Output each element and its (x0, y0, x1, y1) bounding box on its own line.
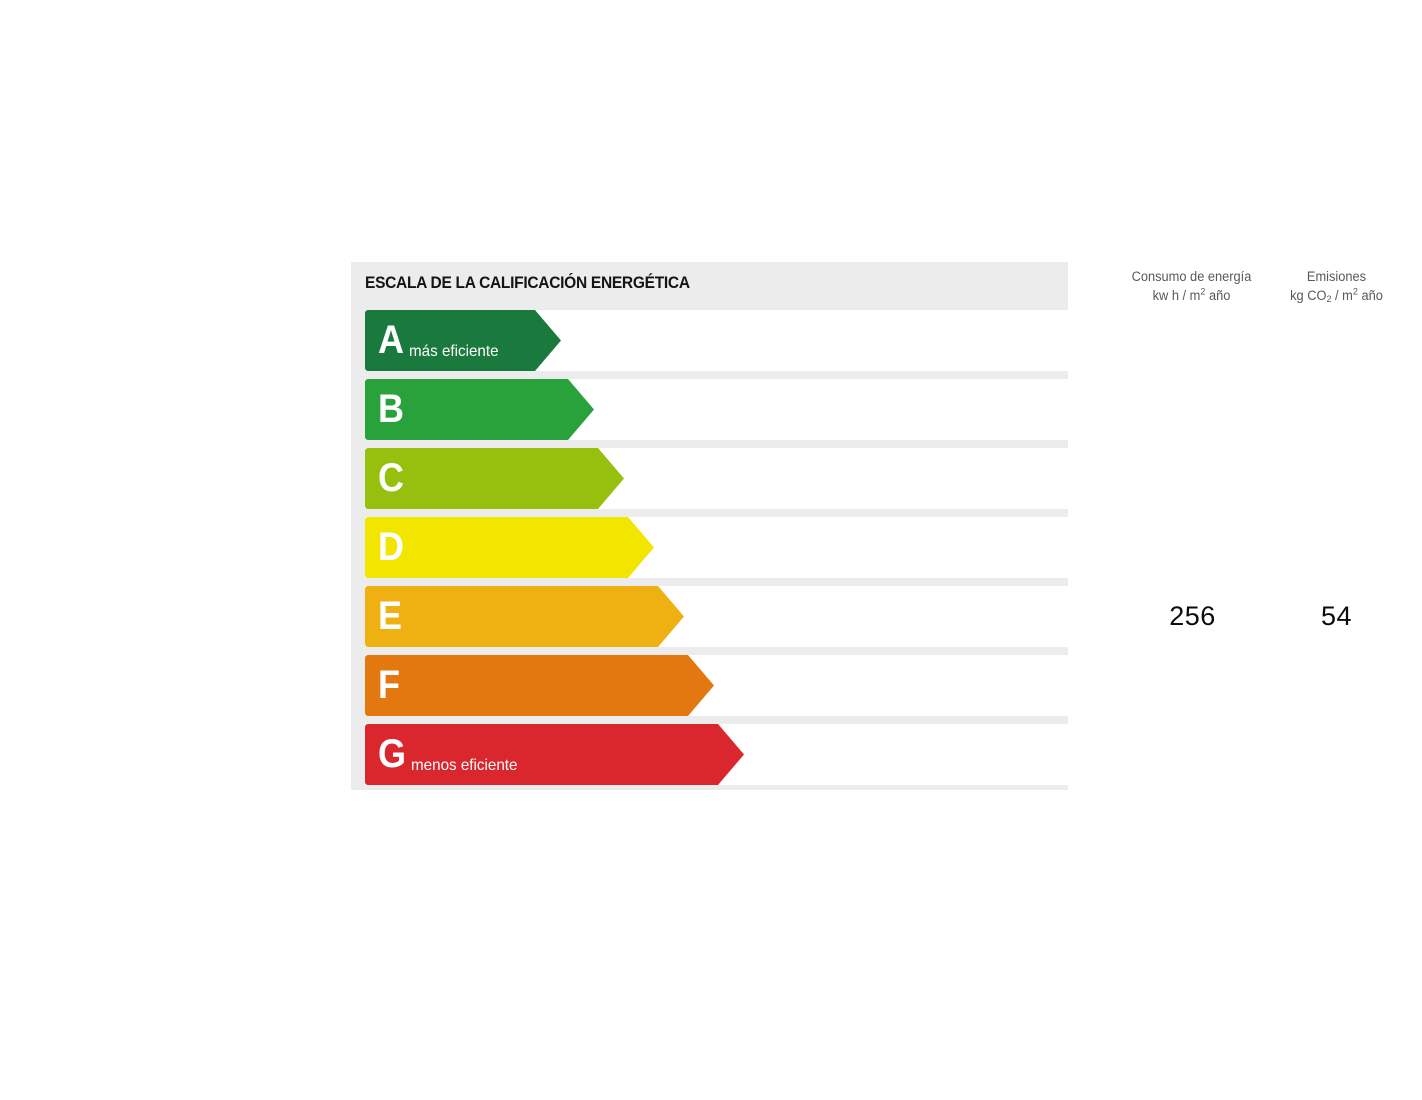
energy-cell-b (1122, 379, 1263, 440)
emissions-unit-exponent: 2 (1352, 286, 1358, 298)
energy-unit-suffix: año (1205, 288, 1231, 303)
label-header: ESCALA DE LA CALIFICACIÓN ENERGÉTICA Con… (351, 262, 1383, 310)
rating-note-g: menos eficiente (411, 757, 518, 774)
rating-row-c: C (351, 448, 1407, 509)
emissions-unit-subscript: 2 (1326, 294, 1332, 305)
emissions-cell-a (1266, 310, 1407, 371)
energy-cell-d (1122, 517, 1263, 578)
column-header-energy-consumption: Consumo de energía kw h / m2 año (1123, 267, 1261, 305)
rating-bar-e[interactable]: E (365, 586, 684, 647)
emissions-cell-f (1266, 655, 1407, 716)
column-header-emissions-line1: Emisiones (1306, 269, 1367, 284)
energy-cell-e (1122, 586, 1263, 647)
rating-row-b: B (351, 379, 1407, 440)
rating-letter-b: B (378, 386, 404, 431)
page-title: ESCALA DE LA CALIFICACIÓN ENERGÉTICA (365, 274, 690, 292)
rating-row-f: F (351, 655, 1407, 716)
rating-letter-g: G (378, 731, 406, 776)
emissions-cell-b (1266, 379, 1407, 440)
energy-cell-a (1122, 310, 1263, 371)
rating-bar-b[interactable]: B (365, 379, 594, 440)
emissions-unit-mid: / m (1331, 288, 1353, 303)
rating-row-e: E 256 54 (351, 586, 1407, 647)
energy-cell-g (1122, 724, 1263, 785)
column-header-energy-line1: Consumo de energía (1131, 269, 1252, 284)
column-header-emissions-line2: kg CO2 / m2 año (1268, 286, 1406, 305)
rating-bar-f[interactable]: F (365, 655, 714, 716)
emissions-unit-prefix: kg CO (1290, 288, 1327, 303)
column-header-energy-line2: kw h / m2 año (1123, 286, 1261, 305)
rating-letter-a: A (378, 317, 404, 362)
rating-letter-f: F (378, 662, 400, 707)
rating-bar-c[interactable]: C (365, 448, 624, 509)
rating-letter-c: C (378, 455, 404, 500)
rating-row-d: D (351, 517, 1407, 578)
rating-bar-d[interactable]: D (365, 517, 654, 578)
rating-letter-e: E (378, 593, 402, 638)
emissions-unit-suffix: año (1357, 288, 1383, 303)
rating-note-a: más eficiente (408, 343, 499, 360)
emissions-cell-d (1266, 517, 1407, 578)
emissions-cell-g (1266, 724, 1407, 785)
energy-rating-label: ESCALA DE LA CALIFICACIÓN ENERGÉTICA Con… (351, 262, 1407, 793)
emissions-cell-c (1266, 448, 1407, 509)
energy-cell-c (1122, 448, 1263, 509)
energy-value-e: 256 (1169, 601, 1216, 631)
energy-cell-f (1122, 655, 1263, 716)
emissions-value-e: 54 (1320, 601, 1353, 631)
energy-unit-exponent: 2 (1200, 286, 1206, 298)
column-header-emissions: Emisiones kg CO2 / m2 año (1268, 267, 1406, 305)
energy-unit-prefix: kw h / m (1152, 288, 1201, 303)
rating-letter-d: D (378, 524, 404, 569)
emissions-cell-e (1266, 586, 1407, 647)
